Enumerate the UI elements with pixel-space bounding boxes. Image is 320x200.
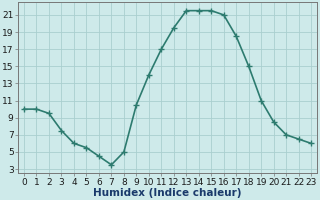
- X-axis label: Humidex (Indice chaleur): Humidex (Indice chaleur): [93, 188, 242, 198]
